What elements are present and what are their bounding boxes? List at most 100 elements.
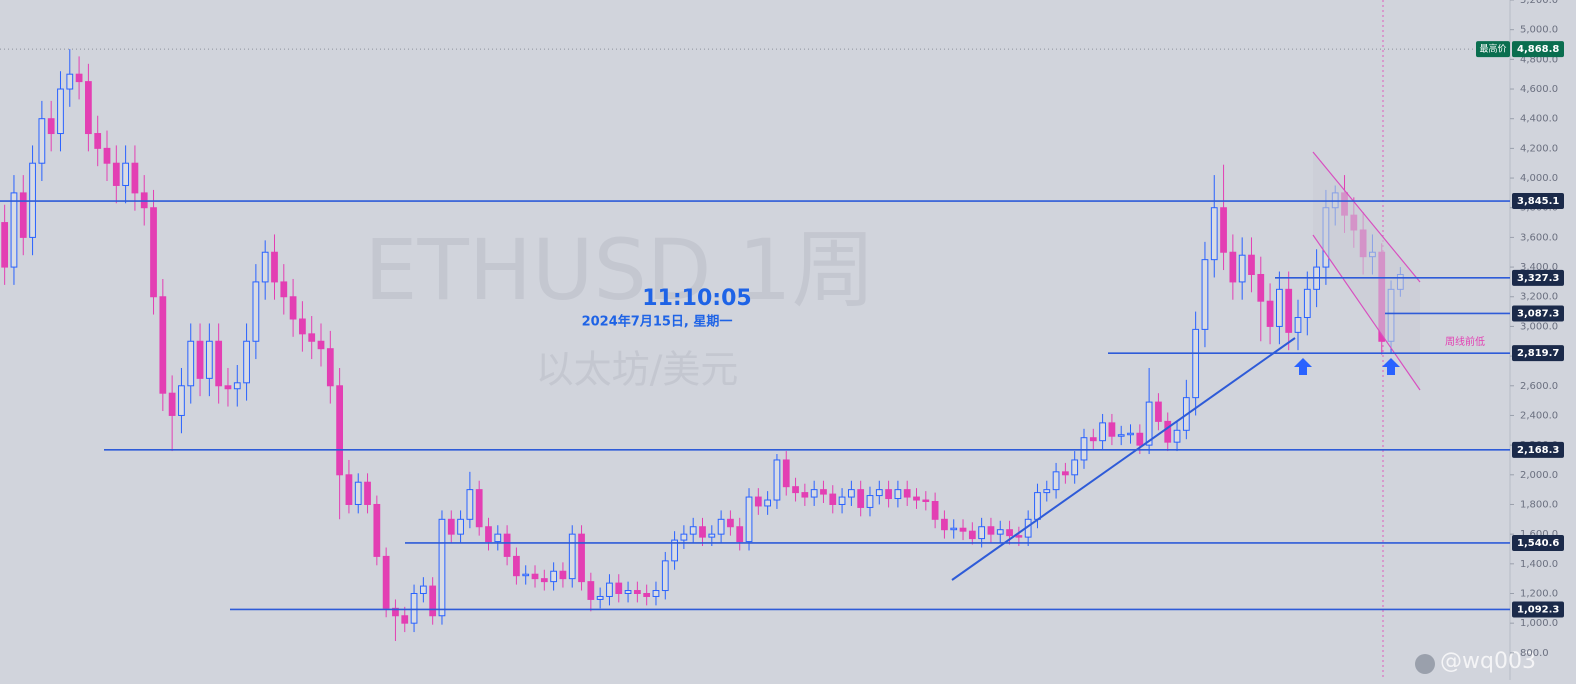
candle-body [475,489,483,528]
candle-body [503,533,511,557]
candle-body [810,489,818,498]
candle-body [606,582,613,597]
level-tag [1512,345,1564,362]
candle-body [38,118,46,164]
candle-body [1071,459,1079,476]
candle-body [1034,492,1041,520]
candle-body [1266,300,1274,327]
candle-body [550,570,558,583]
watermark: @wq003 [1440,649,1536,674]
channel-line [1312,151,1421,283]
candle-body [447,518,455,535]
y-tick-label: 4,000.0 [1520,173,1558,184]
candle-body [364,481,371,505]
y-tick-label: 2,000.0 [1520,470,1558,481]
candle-body [75,73,83,83]
candle-body [987,526,995,535]
candle-body [252,281,260,342]
candle-body [419,585,427,594]
level-label: 3,327.3 [1517,273,1559,284]
candle-body [754,496,762,507]
candle-body [1,222,9,268]
candle-body [354,481,362,505]
candle-body [10,192,18,268]
candle-body [1136,432,1144,446]
y-tick-label: 2,600.0 [1520,381,1558,392]
level-tag [1512,601,1564,618]
candle-body [1257,273,1265,302]
candle-body [1201,259,1209,330]
y-tick-label: 1,600.0 [1520,529,1558,540]
candle-body [224,385,232,390]
level-tag [1512,305,1564,322]
date: 2024年7月15日, 星期一 [582,314,733,330]
level-label: 1,092.3 [1517,604,1559,615]
candle-body [615,582,623,594]
candle-body [1052,471,1060,491]
y-tick-label: 3,400.0 [1520,262,1558,273]
level-label: 3,845.1 [1517,196,1559,207]
level-tag [1512,441,1564,458]
candle-body [103,147,111,164]
candle-body [1303,288,1311,319]
candle-body [661,560,669,592]
candle-body [885,489,892,500]
channel-line [1312,234,1421,391]
candle-body [875,489,883,497]
candle-body [1276,288,1283,327]
level-label: 2,819.7 [1517,348,1559,359]
candle-body [968,530,976,540]
candle-body [801,492,809,498]
candle-body [1061,471,1069,476]
candle-body [1127,432,1134,436]
candle-body [47,118,55,135]
candle-body [373,503,381,557]
candle-body [568,533,576,580]
candle-body [317,340,325,350]
candle-body [308,333,316,342]
candle-body [522,573,530,577]
candle-body [624,590,632,594]
candle-body [922,499,930,503]
y-tick-label: 1,800.0 [1520,499,1558,510]
candle-body [736,526,744,543]
candle-body [931,501,939,520]
candle-body [782,459,790,488]
candle-body [903,489,911,498]
candle-body [764,499,772,507]
candle-body [689,526,697,535]
candle-body [959,527,967,532]
candle-body [633,590,641,594]
trend-line [951,337,1296,581]
candle-body [1006,529,1013,537]
candle-body [382,555,390,609]
candle-body [1220,207,1227,253]
candle-body [941,518,948,531]
y-tick-label: 4,400.0 [1520,114,1558,125]
arrow-up [1382,358,1400,375]
candle-body [559,570,567,580]
level-label: 2,168.3 [1517,445,1559,456]
candle-body [66,73,74,90]
candle-body [1043,489,1051,494]
y-tick-label: 5,000.0 [1520,25,1558,36]
candle-body [847,489,855,498]
logo [1415,654,1435,674]
candle-body [336,385,344,476]
y-tick-label: 4,200.0 [1520,143,1558,154]
candle-body [540,578,548,583]
candle-body [643,592,651,597]
y-tick-label: 3,000.0 [1520,321,1558,332]
max-name: 最高价 [1479,43,1506,55]
candle-body [513,555,520,577]
candle-body [913,496,920,501]
y-tick-label: 2,400.0 [1520,410,1558,421]
candle-body [1089,437,1097,442]
candle-body [485,526,492,543]
candle-body [178,385,185,416]
max-tag [1512,41,1564,58]
arrow-up [1294,358,1312,375]
candle-body [168,392,176,416]
channel-fill [1313,152,1420,390]
